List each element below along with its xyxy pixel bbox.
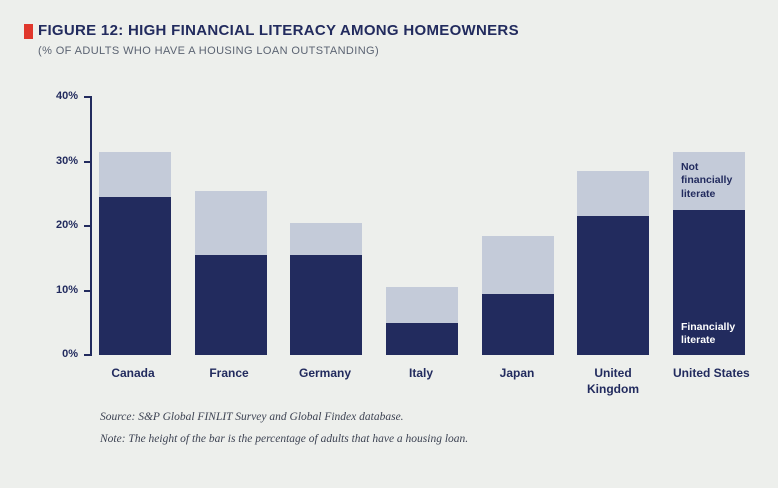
segment-label-not-literate: Not financially literate <box>680 160 733 201</box>
segment-literate <box>577 216 650 355</box>
x-label-germany: Germany <box>298 366 352 380</box>
segment-not-literate <box>577 171 650 217</box>
segment-literate <box>194 255 267 355</box>
segment-not-literate <box>385 287 458 323</box>
bar-united-states: Not financially literate Financially lite… <box>672 97 745 355</box>
bar-france <box>194 97 267 355</box>
segment-not-literate <box>481 235 554 294</box>
bar-italy <box>385 97 458 355</box>
y-tick <box>84 289 92 292</box>
x-labels: Canada France Germany Italy Japan United King… <box>90 365 750 397</box>
figure-subtitle: (% OF ADULTS WHO HAVE A HOUSING LOAN OUT… <box>38 45 380 57</box>
bar-japan <box>481 97 554 355</box>
bar-germany <box>290 97 363 355</box>
y-tick-label: 0% <box>62 348 78 360</box>
segment-not-literate <box>290 222 363 256</box>
bar-united-kingdom <box>577 97 650 355</box>
chart-footnotes: Source: S&P Global FINLIT Survey and Glo… <box>100 411 468 455</box>
y-tick <box>84 225 92 227</box>
bar-canada <box>99 97 171 355</box>
x-label-italy: Italy <box>408 366 433 380</box>
source-note: Source: S&P Global FINLIT Survey and Glo… <box>100 411 404 423</box>
x-label-united-states: United States <box>673 366 750 380</box>
x-label-united-kingdom: United Kingdom <box>587 366 639 397</box>
figure-header: FIGURE 12: HIGH FINANCIAL LITERACY AMONG… <box>24 22 519 57</box>
chart-plot: 0% 10% 20% 30% 40% Not financially literate F… <box>56 90 745 360</box>
segment-not-literate <box>99 151 171 197</box>
y-tick <box>84 160 92 163</box>
y-tick-label: 30% <box>55 154 78 167</box>
x-label-france: France <box>209 366 249 380</box>
segment-not-literate: Not financially literate <box>672 151 745 210</box>
segment-label-literate: Financially literate <box>680 320 736 347</box>
y-tick-label: 20% <box>55 219 78 231</box>
y-tick-label: 40% <box>55 90 78 102</box>
y-tick <box>84 96 92 98</box>
bars: Not financially literate Financially lite… <box>92 97 745 355</box>
figure-title: FIGURE 12: HIGH FINANCIAL LITERACY AMONG… <box>38 22 519 39</box>
segment-literate <box>290 255 363 355</box>
method-note: Note: The height of the bar is the perce… <box>100 433 469 445</box>
y-tick <box>84 354 92 356</box>
segment-literate <box>481 293 554 355</box>
header-text: FIGURE 12: HIGH FINANCIAL LITERACY AMONG… <box>38 22 519 57</box>
x-label-japan: Japan <box>499 366 535 380</box>
segment-literate <box>385 322 458 355</box>
red-accent-bar <box>24 24 33 39</box>
x-label-canada: Canada <box>111 366 155 380</box>
segment-not-literate <box>194 190 267 256</box>
segment-literate <box>99 196 171 355</box>
segment-literate: Financially literate <box>672 209 745 355</box>
y-tick-label: 10% <box>55 283 78 296</box>
